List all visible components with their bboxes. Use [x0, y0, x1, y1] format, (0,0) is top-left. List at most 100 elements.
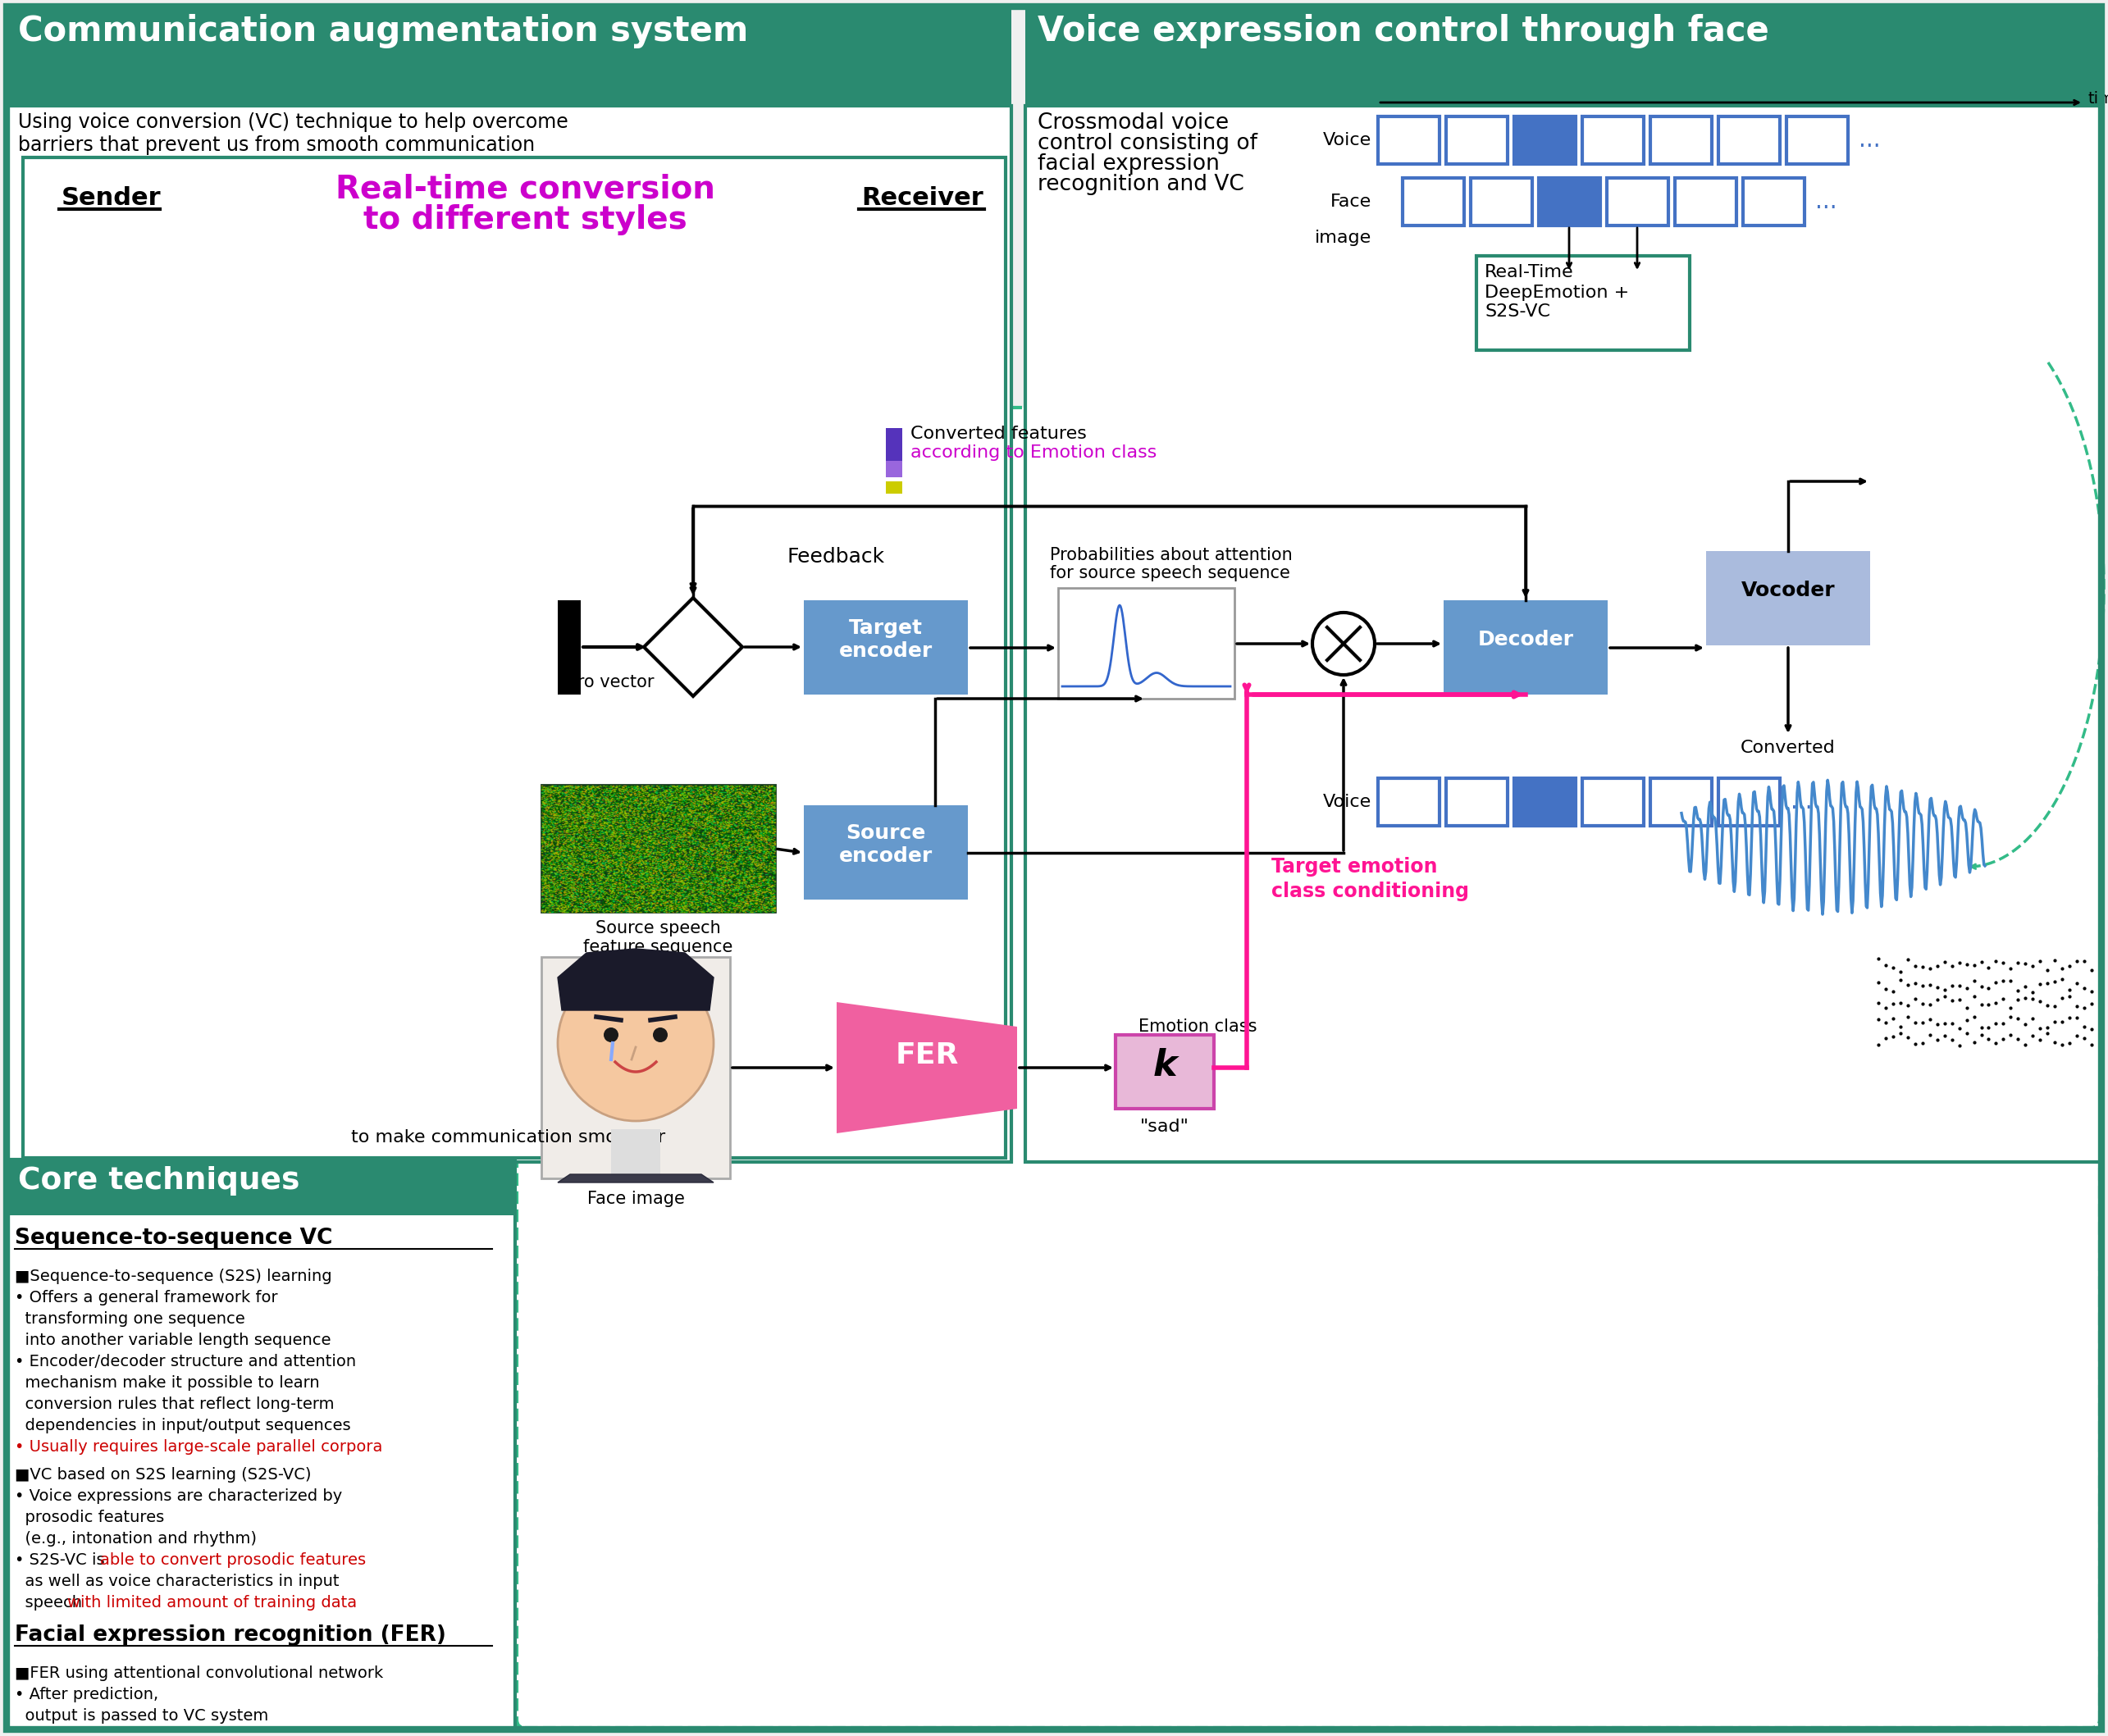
Text: image: image [1315, 229, 1372, 247]
Text: speech: speech [15, 1595, 86, 1611]
Text: Probabilities about attention: Probabilities about attention [1050, 547, 1292, 564]
Text: to make communication smoother: to make communication smoother [352, 1128, 666, 1146]
Text: according to Emotion class: according to Emotion class [911, 444, 1157, 460]
Circle shape [559, 965, 715, 1121]
Bar [1514, 116, 1575, 163]
Text: with limited amount of training data: with limited amount of training data [67, 1595, 356, 1611]
Bar [1058, 589, 1235, 698]
Bar [1024, 7, 2102, 106]
Text: • Offers a general framework for: • Offers a general framework for [15, 1290, 278, 1305]
Bar [1718, 116, 1779, 163]
Text: zero vector: zero vector [559, 674, 653, 691]
Text: Core techniques: Core techniques [19, 1167, 299, 1196]
Text: Facial expression recognition (FER): Facial expression recognition (FER) [15, 1625, 447, 1646]
Text: • After prediction,: • After prediction, [15, 1687, 158, 1703]
Text: ...: ... [1859, 128, 1880, 151]
Polygon shape [643, 597, 742, 696]
Bar [1651, 778, 1712, 826]
Bar [803, 806, 968, 899]
Bar [1606, 179, 1667, 226]
Bar [611, 1128, 660, 1179]
Text: ...: ... [1815, 191, 1836, 214]
Polygon shape [559, 1174, 715, 1182]
Bar [6, 1215, 514, 1729]
Polygon shape [837, 1002, 1016, 1134]
Bar [559, 601, 580, 694]
Text: • Voice expressions are characterized by: • Voice expressions are characterized by [15, 1488, 341, 1503]
Text: k: k [1153, 1047, 1176, 1083]
Text: FER: FER [896, 1042, 959, 1069]
Text: feature sequence: feature sequence [584, 939, 734, 955]
Bar [1583, 778, 1644, 826]
Bar [1446, 116, 1507, 163]
Bar [1583, 116, 1644, 163]
Bar [803, 601, 968, 694]
Text: into another variable length sequence: into another variable length sequence [15, 1333, 331, 1349]
Text: barriers that prevent us from smooth communication: barriers that prevent us from smooth com… [19, 135, 535, 155]
Text: Source speech: Source speech [594, 920, 721, 936]
Text: Crossmodal voice: Crossmodal voice [1037, 113, 1229, 134]
Bar [1676, 179, 1737, 226]
Text: Source
encoder: Source encoder [839, 823, 932, 866]
Text: Emotion class: Emotion class [1138, 1019, 1256, 1035]
Text: as well as voice characteristics in input: as well as voice characteristics in inpu… [15, 1573, 339, 1588]
Text: Using voice conversion (VC) technique to help overcome: Using voice conversion (VC) technique to… [19, 113, 569, 132]
Text: • S2S-VC is: • S2S-VC is [15, 1552, 110, 1568]
Text: Voice expression control through face: Voice expression control through face [1037, 14, 1769, 49]
Bar [885, 429, 902, 477]
Bar [542, 785, 776, 911]
Text: Receiver: Receiver [862, 186, 982, 210]
Bar [1539, 179, 1600, 226]
Text: • Encoder/decoder structure and attention: • Encoder/decoder structure and attentio… [15, 1354, 356, 1370]
FancyBboxPatch shape [516, 408, 2100, 1727]
Bar [1514, 778, 1575, 826]
Bar [1379, 778, 1440, 826]
Bar [1444, 601, 1608, 694]
Bar [1379, 116, 1440, 163]
Text: dependencies in input/output sequences: dependencies in input/output sequences [15, 1418, 350, 1434]
Text: Communication augmentation system: Communication augmentation system [19, 14, 748, 49]
Text: Face image: Face image [586, 1191, 685, 1207]
Text: "sad": "sad" [1140, 1118, 1189, 1135]
Bar [885, 481, 902, 493]
Text: ■FER using attentional convolutional network: ■FER using attentional convolutional net… [15, 1665, 384, 1680]
Text: Feedback: Feedback [788, 547, 885, 566]
Bar [23, 158, 1006, 1158]
Text: • Usually requires large-scale parallel corpora: • Usually requires large-scale parallel … [15, 1439, 382, 1455]
Text: Target emotion: Target emotion [1271, 858, 1438, 877]
Bar [1476, 255, 1691, 351]
Bar [6, 106, 1012, 1161]
Bar [885, 460, 902, 477]
Text: conversion rules that reflect long-term: conversion rules that reflect long-term [15, 1396, 335, 1411]
Text: Decoder: Decoder [1478, 630, 1573, 649]
Bar [1651, 116, 1712, 163]
Text: ...: ... [1790, 790, 1813, 814]
Polygon shape [559, 950, 715, 1010]
Text: for source speech sequence: for source speech sequence [1050, 564, 1290, 582]
Circle shape [603, 1028, 618, 1042]
Bar [6, 1160, 514, 1729]
Text: ■VC based on S2S learning (S2S-VC): ■VC based on S2S learning (S2S-VC) [15, 1467, 312, 1483]
Text: time: time [2087, 90, 2108, 106]
Text: Sequence-to-sequence VC: Sequence-to-sequence VC [15, 1227, 333, 1248]
Bar [1718, 778, 1779, 826]
Text: class conditioning: class conditioning [1271, 882, 1469, 901]
Text: facial expression: facial expression [1037, 153, 1221, 175]
Text: Converted: Converted [1741, 740, 1836, 757]
Text: Real-time conversion: Real-time conversion [335, 174, 715, 205]
Circle shape [1313, 613, 1374, 675]
Text: S2S-VC: S2S-VC [1484, 304, 1549, 319]
Text: ■Sequence-to-sequence (S2S) learning: ■Sequence-to-sequence (S2S) learning [15, 1269, 331, 1285]
Bar [1705, 550, 1870, 646]
Text: recognition and VC: recognition and VC [1037, 174, 1244, 194]
Text: prosodic features: prosodic features [15, 1510, 164, 1526]
Text: control consisting of: control consisting of [1037, 134, 1256, 155]
Bar [1785, 116, 1849, 163]
Bar [1471, 179, 1533, 226]
Circle shape [653, 1028, 668, 1042]
Text: DeepEmotion +: DeepEmotion + [1484, 285, 1629, 300]
Text: Face: Face [1330, 193, 1372, 210]
Bar [1402, 179, 1465, 226]
Bar [1743, 179, 1804, 226]
Bar [1115, 1035, 1214, 1109]
